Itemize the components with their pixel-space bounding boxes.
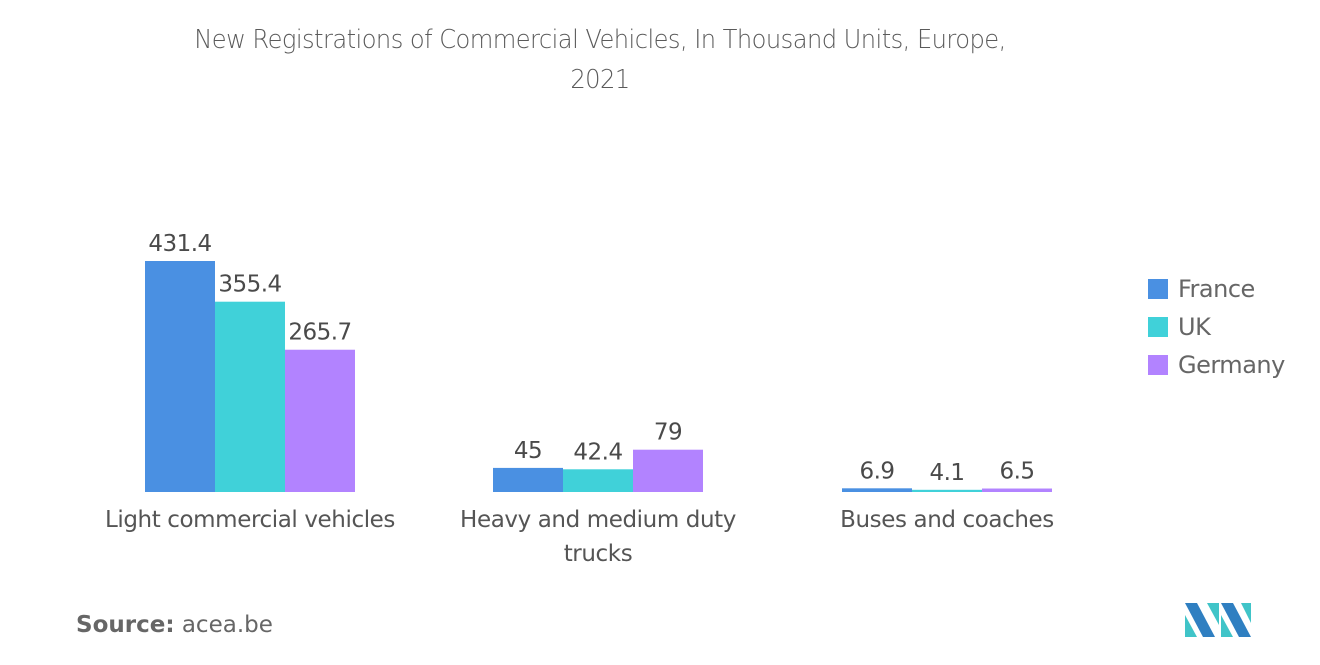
value-label-germany-buses-and-coaches: 6.5 [999,459,1034,485]
bar-uk-light-commercial-vehicles [215,301,285,492]
bar-france-buses-and-coaches [842,488,912,492]
category-label-heavy-and-medium-duty-trucks-line-2: trucks [564,541,633,567]
legend-label-france: France [1178,275,1255,303]
category-label-buses-and-coaches: Buses and coaches [840,507,1054,533]
legend-item-uk[interactable]: UK [1148,308,1285,346]
bar-germany-light-commercial-vehicles [285,349,355,492]
bar-germany-heavy-and-medium-duty-trucks [633,449,703,492]
value-label-france-light-commercial-vehicles: 431.4 [148,231,211,257]
chart-title: New Registrations of Commercial Vehicles… [42,20,1158,100]
bar-france-light-commercial-vehicles [145,261,215,492]
bar-germany-buses-and-coaches [982,488,1052,492]
bar-uk-buses-and-coaches [912,489,982,492]
value-label-germany-light-commercial-vehicles: 265.7 [288,320,351,346]
value-label-uk-light-commercial-vehicles: 355.4 [218,272,281,298]
legend-item-germany[interactable]: Germany [1148,346,1285,384]
category-label-light-commercial-vehicles: Light commercial vehicles [105,507,395,533]
bar-france-heavy-and-medium-duty-trucks [493,467,563,492]
value-label-uk-heavy-and-medium-duty-trucks: 42.4 [573,439,622,465]
chart-title-line-1: New Registrations of Commercial Vehicles… [194,25,1006,55]
legend-swatch-germany [1148,355,1168,375]
source-label: Source: [76,612,175,638]
legend-label-germany: Germany [1178,351,1285,379]
legend-label-uk: UK [1178,313,1211,341]
source-value: acea.be [181,612,273,638]
value-label-france-heavy-and-medium-duty-trucks: 45 [514,438,542,464]
source-note: Source: acea.be [76,612,273,638]
value-label-uk-buses-and-coaches: 4.1 [929,460,964,486]
bar-uk-heavy-and-medium-duty-trucks [563,469,633,492]
legend: France UK Germany [1148,270,1285,384]
legend-item-france[interactable]: France [1148,270,1285,308]
value-label-france-buses-and-coaches: 6.9 [859,458,894,484]
legend-swatch-uk [1148,317,1168,337]
logo-icon [1185,603,1251,637]
bars-layer [145,261,1052,492]
value-label-germany-heavy-and-medium-duty-trucks: 79 [654,420,682,446]
category-label-heavy-and-medium-duty-trucks-line-1: Heavy and medium duty [460,507,736,533]
value-labels-layer: 431.4 355.4 265.7 45 42.4 79 6.9 4.1 6.5 [148,231,1035,486]
legend-swatch-france [1148,279,1168,299]
category-labels-layer: Light commercial vehicles Heavy and mediu… [105,507,1054,567]
chart-title-line-2: 2021 [570,65,630,95]
